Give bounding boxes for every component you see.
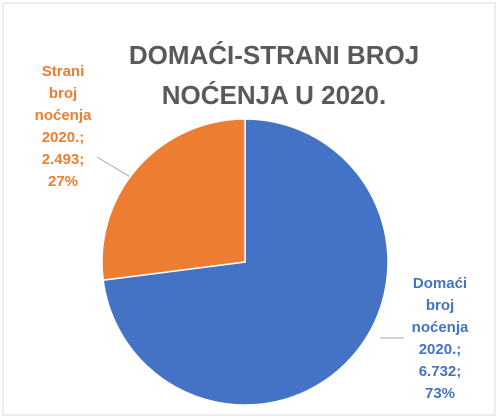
data-label: 6.732; xyxy=(419,363,462,380)
chart-title: NOĆENJA U 2020. xyxy=(162,80,386,110)
data-label: 27% xyxy=(48,173,78,190)
data-label: broj xyxy=(426,297,454,314)
data-label: noćenja xyxy=(35,107,92,124)
data-label: Strani xyxy=(42,63,85,80)
data-label: 2020.; xyxy=(42,129,85,146)
data-label: 2.493; xyxy=(42,151,85,168)
chart-title: DOMAĆI-STRANI BROJ xyxy=(129,40,419,70)
data-label: Domaći xyxy=(413,275,467,292)
data-label: noćenja xyxy=(412,319,469,336)
data-label: broj xyxy=(49,85,77,102)
leader-line xyxy=(96,156,133,179)
data-label: 73% xyxy=(425,385,455,402)
data-label: 2020.; xyxy=(419,341,462,358)
pie-slice xyxy=(101,118,246,281)
